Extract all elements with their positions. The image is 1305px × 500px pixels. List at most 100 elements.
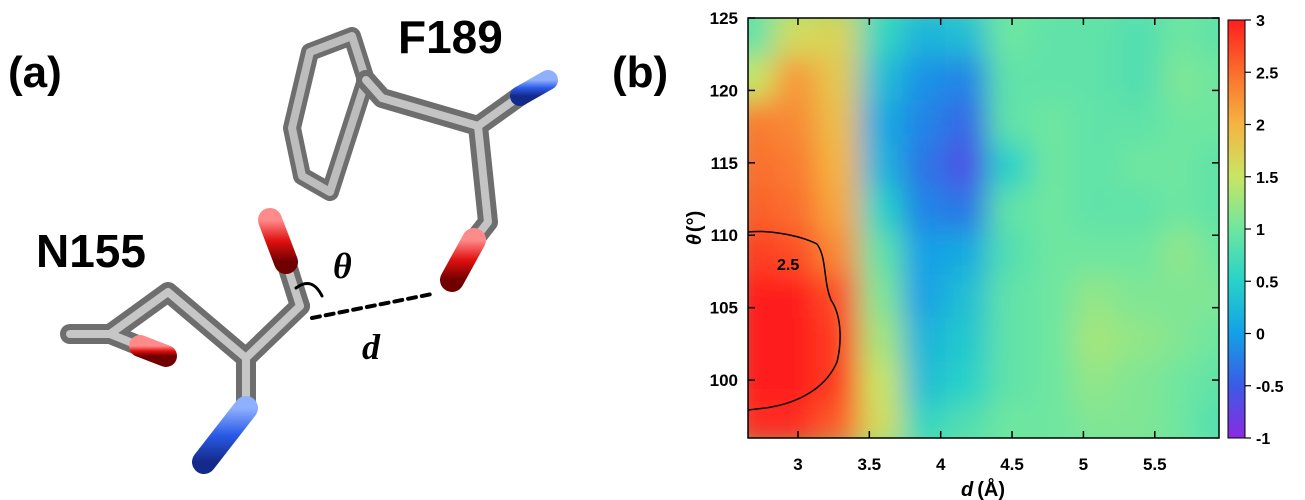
heatmap-cell xyxy=(1198,355,1219,405)
heatmap-cell xyxy=(902,355,951,405)
heatmap-cell xyxy=(773,94,823,145)
heatmap-cell xyxy=(816,398,866,438)
heatmap-cell xyxy=(816,138,866,188)
y-tick-label: 100 xyxy=(710,371,738,390)
heatmap-cell xyxy=(1162,398,1205,438)
heatmap-cell xyxy=(1162,94,1205,145)
x-tick-label: 3.5 xyxy=(857,455,881,474)
heatmap-cell xyxy=(944,94,994,145)
heatmap-cell xyxy=(859,94,908,145)
heatmap-cell xyxy=(987,181,1037,231)
heatmap-cell xyxy=(1030,138,1080,188)
heatmap-cell xyxy=(748,138,780,188)
heatmap-cell xyxy=(748,51,780,101)
heatmap-cell xyxy=(1198,94,1219,145)
heatmap-cell xyxy=(944,268,994,318)
heatmap-cell xyxy=(1162,311,1205,362)
molecule-stick-model xyxy=(7,27,558,474)
heatmap-cell xyxy=(1030,51,1080,101)
heatmap-cell xyxy=(1073,181,1123,231)
heatmap-cell xyxy=(816,51,866,101)
heatmap-cell xyxy=(1162,181,1205,231)
heatmap-cell xyxy=(1198,398,1219,438)
heatmap-cell xyxy=(987,94,1037,145)
heatmap-cell xyxy=(1198,225,1219,275)
heatmap-cell xyxy=(902,51,951,101)
heatmap-cell xyxy=(773,398,823,438)
y-axis-label: θ(°) xyxy=(684,211,706,245)
heatmap-cell xyxy=(987,18,1037,58)
heatmap-cell xyxy=(1116,398,1165,438)
heatmap-cell xyxy=(1073,398,1123,438)
x-tick-label: 4 xyxy=(936,455,946,474)
heatmap-cell xyxy=(748,311,780,362)
heatmap-cell xyxy=(859,311,908,362)
heatmap-cell xyxy=(944,355,994,405)
angle-arc xyxy=(294,282,324,298)
heatmap-cell xyxy=(902,138,951,188)
heatmap-cell xyxy=(1198,181,1219,231)
heatmap-cell xyxy=(1116,94,1165,145)
heatmap-cell xyxy=(944,181,994,231)
heatmap-cell xyxy=(1162,355,1205,405)
heatmap-cell xyxy=(902,18,951,58)
heatmap-cell xyxy=(1073,225,1123,275)
heatmap-cell xyxy=(816,94,866,145)
n155-oxygen xyxy=(258,208,298,274)
heatmap-cell xyxy=(944,311,994,362)
heatmap-cell xyxy=(1116,225,1165,275)
contour-label: 2.5 xyxy=(777,257,799,274)
f189-nitrogen xyxy=(510,70,558,106)
colorbar-tick-label: 3 xyxy=(1256,13,1265,30)
colorbar-tick-label: 2.5 xyxy=(1256,65,1278,82)
heatmap-cell xyxy=(1162,225,1205,275)
heatmap-cell xyxy=(987,355,1037,405)
heatmap-cell xyxy=(1030,18,1080,58)
heatmap-cell xyxy=(987,398,1037,438)
distance-symbol-d: d xyxy=(362,327,380,367)
heatmap-cell xyxy=(859,51,908,101)
heatmap-cell xyxy=(773,138,823,188)
angle-symbol-theta: θ xyxy=(333,246,352,286)
x-tick-label: 3 xyxy=(793,455,802,474)
heatmap-cell xyxy=(816,355,866,405)
colorbar-tick-label: -1 xyxy=(1256,431,1270,448)
heatmap-cell xyxy=(1162,138,1205,188)
heatmap-cell xyxy=(748,181,780,231)
colorbar xyxy=(1227,19,1246,439)
heatmap-cell xyxy=(1116,138,1165,188)
heatmap-cell xyxy=(1116,181,1165,231)
x-tick-label: 4.5 xyxy=(1000,455,1024,474)
heatmap-cell xyxy=(773,268,823,318)
x-axis-label: d (Å) xyxy=(961,477,1005,500)
distance-dashed-line xyxy=(310,292,434,320)
heatmap-cell xyxy=(902,225,951,275)
heatmap-cell xyxy=(1198,18,1219,58)
colorbar-tick-label: 2 xyxy=(1256,118,1265,135)
contour-line-2.5 xyxy=(748,230,841,411)
heatmap-cell xyxy=(1162,268,1205,318)
heatmap-cell xyxy=(1030,355,1080,405)
heatmap-cell xyxy=(944,225,994,275)
f189-oxygen xyxy=(440,228,486,292)
heatmap-cell xyxy=(1073,18,1123,58)
heatmap-cell xyxy=(859,355,908,405)
heatmap-cell xyxy=(1116,18,1165,58)
heatmap-cell xyxy=(1030,398,1080,438)
heatmap-cell xyxy=(1198,311,1219,362)
heatmap-cell xyxy=(773,355,823,405)
colorbar-tick-label: 0.5 xyxy=(1256,274,1278,291)
heatmap-cell xyxy=(1116,51,1165,101)
heatmap-cell xyxy=(859,398,908,438)
heatmap-cell xyxy=(944,51,994,101)
heatmap-cell xyxy=(748,94,780,145)
heatmap-cell xyxy=(902,398,951,438)
heatmap-cell xyxy=(902,268,951,318)
heatmap-cell xyxy=(1162,51,1205,101)
y-tick-label: 115 xyxy=(711,154,738,173)
heatmap-cell xyxy=(859,225,908,275)
heatmap-cell xyxy=(944,398,994,438)
y-tick-label: 120 xyxy=(710,81,738,100)
panel-b-label: (b) xyxy=(612,48,669,97)
